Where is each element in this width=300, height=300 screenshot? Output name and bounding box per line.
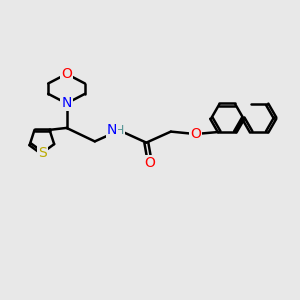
Text: H: H xyxy=(115,124,124,137)
Text: O: O xyxy=(61,67,72,81)
Text: O: O xyxy=(190,127,201,141)
Text: N: N xyxy=(61,96,72,110)
Text: N: N xyxy=(107,123,117,137)
Text: O: O xyxy=(145,157,155,170)
Text: S: S xyxy=(38,146,46,160)
